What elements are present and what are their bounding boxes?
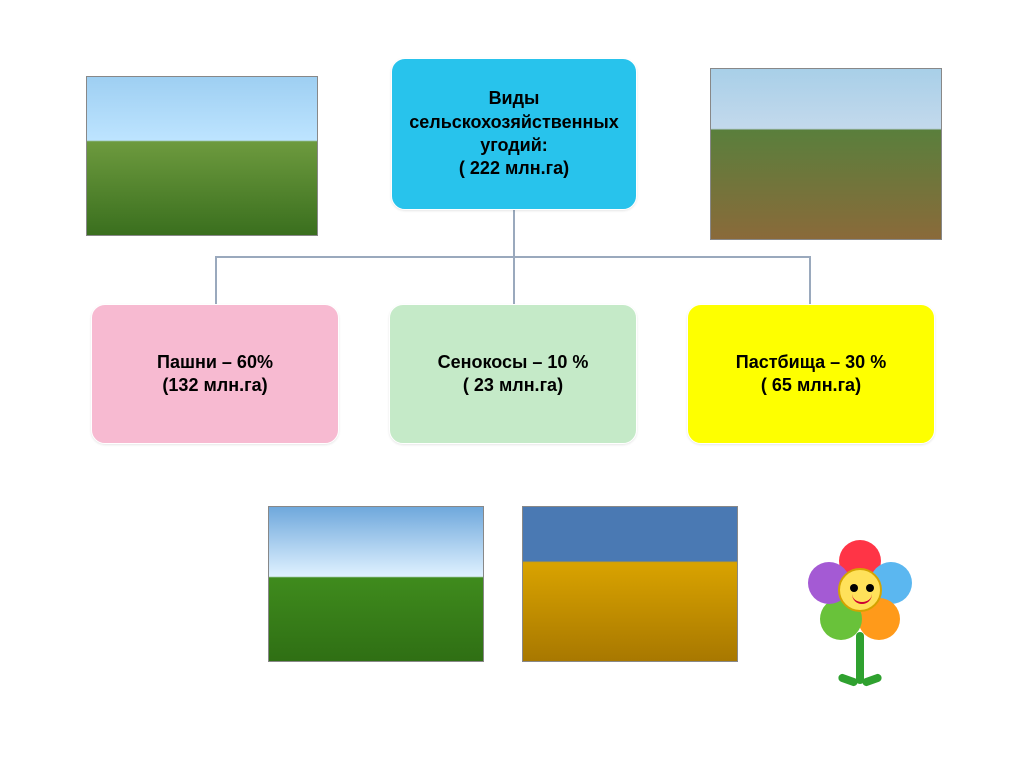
image-vineyard [710,68,942,240]
child-node-pashni: Пашни – 60% (132 млн.га) [91,304,339,444]
root-node: Виды сельскохозяйственных угодий: ( 222 … [391,58,637,210]
image-sunflowers [522,506,738,662]
root-title-line3: угодий: [480,134,548,157]
image-green-field [268,506,484,662]
connector-child-3 [809,256,811,304]
child-node-sub: (132 млн.га) [162,375,267,396]
image-harvesters [86,76,318,236]
connector-child-1 [215,256,217,304]
child-node-sub: ( 65 млн.га) [761,375,861,396]
child-node-pastbishcha: Пастбища – 30 % ( 65 млн.га) [687,304,935,444]
connector-root-stem [513,210,515,256]
child-node-label: Пашни – 60% [157,352,273,373]
child-node-sub: ( 23 млн.га) [463,375,563,396]
flower-clipart-icon [800,540,920,690]
connector-child-2 [513,256,515,304]
root-title-line1: Виды [489,87,540,110]
root-subtitle: ( 222 млн.га) [459,157,569,180]
root-title-line2: сельскохозяйственных [409,111,618,134]
child-node-senokosy: Сенокосы – 10 % ( 23 млн.га) [389,304,637,444]
child-node-label: Сенокосы – 10 % [438,352,589,373]
child-node-label: Пастбища – 30 % [736,352,886,373]
